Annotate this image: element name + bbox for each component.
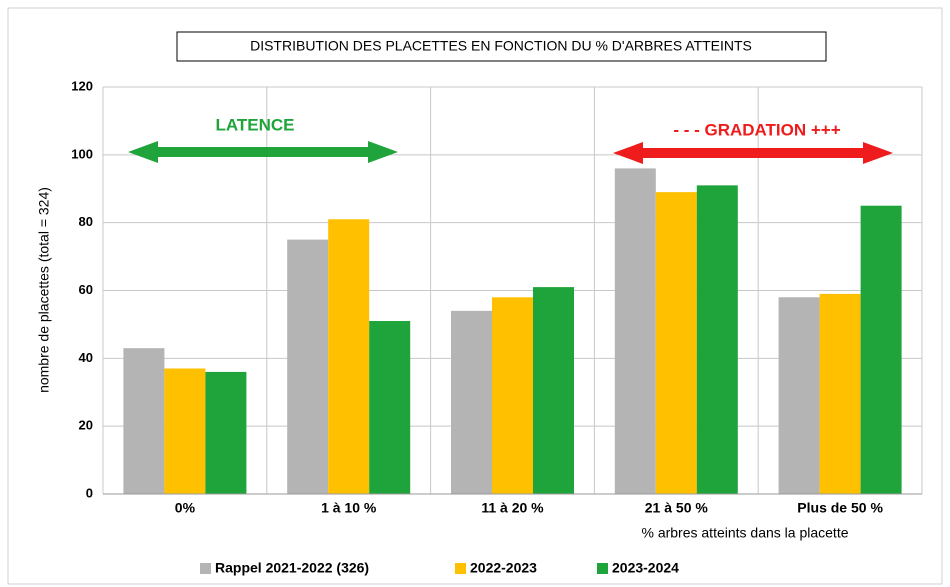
bar <box>123 348 165 494</box>
bar <box>164 368 206 494</box>
bar <box>614 168 656 494</box>
bar <box>492 297 533 494</box>
x-tick-label: 11 à 20 % <box>481 500 544 516</box>
bar <box>655 192 697 494</box>
bar <box>696 185 738 494</box>
bar <box>819 293 861 494</box>
legend-label: Rappel 2021-2022 (326) <box>215 560 369 576</box>
x-tick-label: 21 à 50 % <box>645 500 709 516</box>
legend-swatch <box>200 563 211 574</box>
bar <box>369 321 411 494</box>
bar <box>328 219 370 494</box>
x-axis-label: % arbres atteints dans la placette <box>641 525 848 541</box>
x-tick-label: 1 à 10 % <box>321 500 377 516</box>
title-box <box>176 31 827 62</box>
legend-swatch <box>455 563 466 574</box>
y-tick-label: 40 <box>79 350 93 365</box>
y-tick-label: 80 <box>79 214 93 229</box>
annotation: - - - GRADATION +++ <box>673 120 840 139</box>
gradation-arrow <box>613 142 893 164</box>
legend-label: 2022-2023 <box>470 560 537 576</box>
bar <box>533 287 574 494</box>
bar <box>205 371 247 494</box>
latence-arrow <box>128 141 398 163</box>
bar <box>451 310 492 494</box>
legend-swatch <box>597 563 608 574</box>
y-tick-label: 0 <box>86 485 93 500</box>
x-tick-label: Plus de 50 % <box>797 500 883 516</box>
plot-area: 0 20 40 60 80 100 120 0% 1 à 10 % 11 à 20 % 21 à 5… <box>71 78 923 516</box>
y-tick-label: 100 <box>71 146 93 161</box>
y-tick-label: 120 <box>71 78 93 93</box>
bar <box>778 297 820 494</box>
legend-label: 2023-2024 <box>612 560 679 576</box>
y-tick-label: 20 <box>79 418 93 433</box>
chart-frame <box>7 7 943 585</box>
x-tick-label: 0% <box>175 500 196 516</box>
chart-title: DISTRIBUTION DES PLACETTES EN FONCTION D… <box>250 38 752 54</box>
y-tick-label: 60 <box>79 282 93 297</box>
annotations: LATENCE - - - GRADATION +++ <box>128 115 893 164</box>
annotation: LATENCE <box>215 115 294 134</box>
bar <box>287 239 329 494</box>
bar <box>860 205 902 495</box>
y-axis-label: nombre de placettes (total = 324) <box>36 187 52 393</box>
